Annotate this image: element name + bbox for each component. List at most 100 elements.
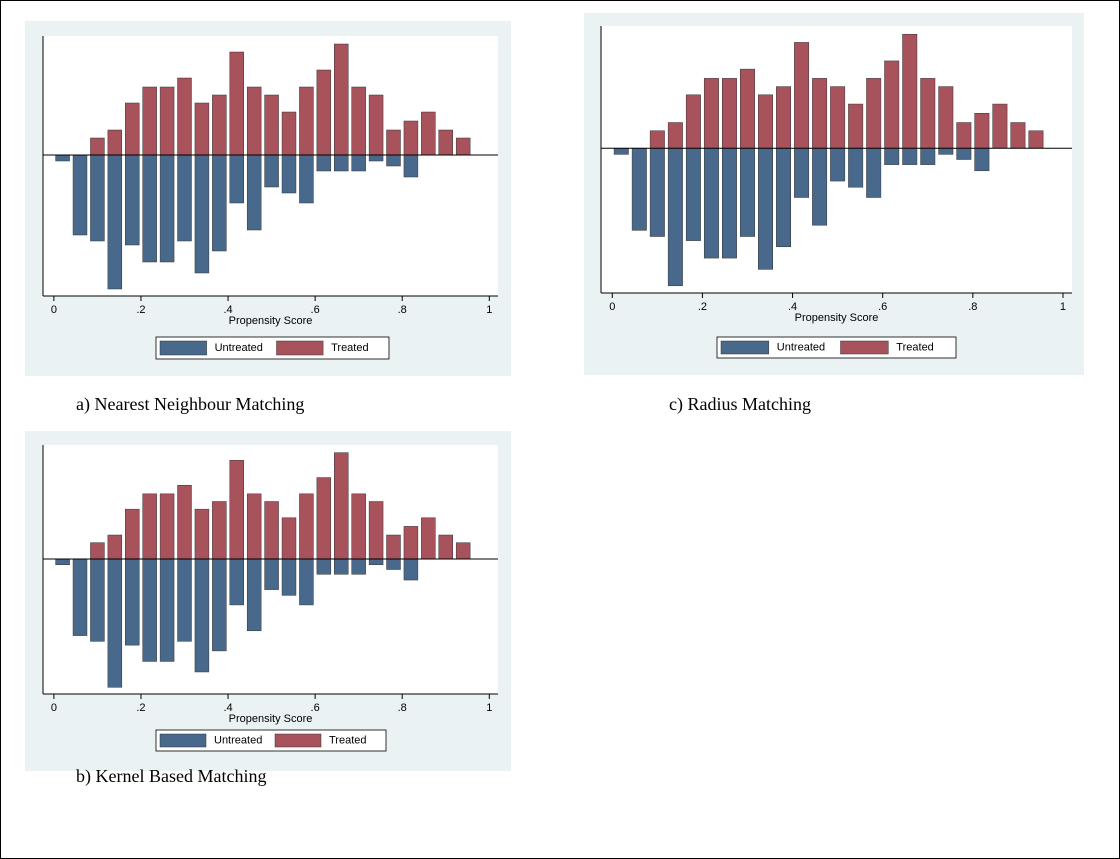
bar	[866, 147, 882, 198]
legend-swatch	[276, 340, 324, 356]
bar	[107, 534, 123, 560]
bar	[107, 129, 123, 156]
bar	[685, 94, 701, 149]
bar	[351, 493, 366, 560]
bar	[316, 558, 332, 575]
bar	[246, 493, 262, 560]
bar	[703, 78, 719, 149]
bar	[107, 558, 123, 688]
bar	[403, 154, 419, 178]
bar	[159, 86, 175, 156]
bar	[72, 558, 88, 636]
bar	[125, 508, 140, 560]
bar	[974, 113, 990, 149]
bar	[631, 147, 647, 231]
bar	[264, 94, 279, 156]
bar	[281, 111, 297, 156]
x-tick-label: 0	[51, 702, 57, 714]
bar	[403, 120, 419, 156]
x-tick-label: 1	[486, 702, 492, 714]
bar	[212, 154, 227, 252]
bar	[403, 558, 419, 581]
bar	[403, 526, 419, 560]
x-tick-label: 0	[51, 304, 57, 316]
bar	[455, 137, 471, 156]
bar	[438, 129, 453, 156]
bar	[299, 558, 314, 606]
bar	[159, 558, 175, 662]
bar	[455, 542, 471, 560]
bar	[902, 33, 918, 149]
bar	[386, 129, 401, 156]
legend-swatch	[159, 340, 207, 356]
bar	[421, 517, 436, 560]
bar	[264, 501, 279, 560]
bar	[776, 86, 792, 149]
x-tick-label: .6	[311, 304, 320, 316]
bar	[299, 493, 314, 560]
bar	[938, 86, 954, 149]
bar	[246, 86, 262, 156]
bar	[281, 517, 297, 560]
x-tick-label: 1	[486, 304, 492, 316]
bar	[740, 147, 755, 237]
bar	[649, 130, 665, 149]
x-tick-label: .4	[788, 301, 797, 313]
caption: c) Radius Matching	[669, 394, 811, 415]
x-tick-label: .2	[136, 702, 145, 714]
bar	[368, 501, 384, 560]
bar	[281, 558, 297, 596]
bar	[920, 147, 936, 165]
bar	[316, 154, 332, 172]
bar	[212, 558, 227, 652]
bar	[125, 154, 140, 246]
bar	[758, 94, 773, 149]
bar	[246, 558, 262, 632]
bar	[758, 147, 773, 270]
x-tick-label: 1	[1060, 301, 1066, 313]
bar	[334, 452, 349, 560]
bar	[194, 154, 210, 274]
bar	[142, 154, 157, 263]
bar	[90, 558, 105, 642]
bar	[351, 558, 366, 575]
legend-label: Treated	[896, 341, 934, 353]
bar	[212, 94, 227, 156]
legend-label: Untreated	[214, 734, 262, 746]
bar	[740, 68, 755, 149]
bar	[421, 111, 436, 156]
bar	[334, 154, 349, 172]
bar	[107, 154, 123, 290]
bar	[703, 147, 719, 259]
bar	[55, 154, 70, 162]
bar	[884, 147, 900, 165]
bar	[316, 477, 332, 560]
bar	[794, 42, 810, 149]
bar	[90, 154, 105, 242]
bar	[351, 86, 366, 156]
bar	[830, 147, 846, 182]
x-tick-label: .4	[223, 702, 232, 714]
bar	[194, 102, 210, 156]
bar	[159, 493, 175, 560]
legend-label: Untreated	[215, 342, 263, 354]
bar	[386, 534, 401, 560]
bar	[974, 147, 990, 172]
bar	[194, 558, 210, 673]
bar	[1028, 130, 1044, 149]
bar	[351, 154, 366, 172]
bar	[177, 77, 192, 156]
bar	[334, 558, 349, 575]
bar	[90, 542, 105, 560]
bar	[667, 147, 683, 287]
bar	[386, 154, 401, 167]
legend-label: Treated	[331, 342, 369, 354]
bar	[812, 147, 828, 226]
bar	[956, 122, 972, 149]
bar	[264, 558, 279, 590]
bar	[386, 558, 401, 570]
legend-label: Treated	[329, 734, 367, 746]
bar	[142, 558, 157, 662]
x-tick-label: .6	[878, 301, 887, 313]
bar	[142, 493, 157, 560]
